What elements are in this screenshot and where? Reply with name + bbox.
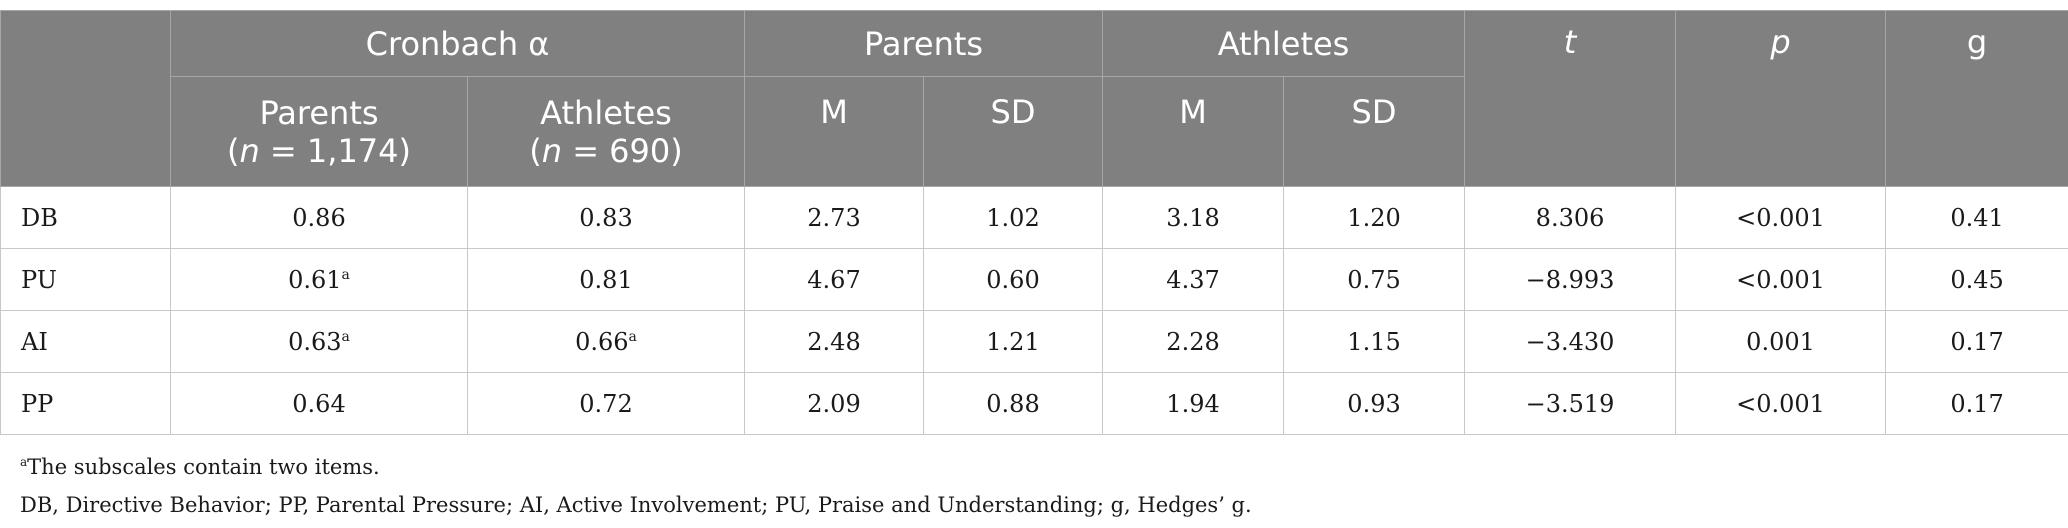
- cell-athletes-sd: 1.20: [1283, 186, 1466, 249]
- header-athletes-sd: SD: [1283, 76, 1466, 187]
- cell-p: <0.001: [1675, 186, 1887, 249]
- cell-alpha-parents: 0.61a: [170, 248, 468, 311]
- cell-value: 0.72: [579, 389, 633, 418]
- cell-parents-sd: 1.02: [922, 186, 1104, 249]
- cell-g: 0.41: [1885, 186, 2068, 249]
- header-row-1: Cronbach α Parents Athletes t p g: [0, 10, 2068, 187]
- cell-alpha-athletes: 0.72: [467, 372, 745, 435]
- header-p: p: [1675, 10, 1887, 187]
- cell-alpha-athletes: 0.81: [467, 248, 745, 311]
- cell-athletes-m: 3.18: [1102, 186, 1285, 249]
- cell-value: 0.83: [579, 203, 633, 232]
- header-athletes-group: Athletes: [1102, 10, 1466, 77]
- cell-alpha-parents: 0.64: [170, 372, 468, 435]
- cell-value: 0.61: [288, 265, 342, 294]
- cell-value: 0.63: [288, 327, 342, 356]
- cell-t: −3.519: [1464, 372, 1677, 435]
- row-label: DB: [0, 186, 171, 249]
- header-alpha-athletes-n-value: = 690): [562, 131, 683, 170]
- table-row-ai: AI 0.63a 0.66a 2.48 1.21 2.28 1.15 −3.43…: [0, 310, 2068, 373]
- abbreviations-note: DB, Directive Behavior; PP, Parental Pre…: [20, 493, 1252, 517]
- table-row-pu: PU 0.61a 0.81 4.67 0.60 4.37 0.75 −8.993…: [0, 248, 2068, 311]
- cell-value: 0.64: [292, 389, 346, 418]
- cell-athletes-m: 4.37: [1102, 248, 1285, 311]
- header-alpha-parents: Parents (n = 1,174): [170, 76, 468, 187]
- cell-g: 0.45: [1885, 248, 2068, 311]
- cell-parents-sd: 1.21: [922, 310, 1104, 373]
- cell-alpha-parents: 0.86: [170, 186, 468, 249]
- table-header: Cronbach α Parents Athletes t p g Parent…: [0, 10, 2068, 187]
- header-athletes-m: M: [1102, 76, 1285, 187]
- cell-parents-m: 2.09: [744, 372, 924, 435]
- header-alpha-parents-label: Parents: [259, 93, 379, 132]
- table-notes: aThe subscales contain two items. DB, Di…: [20, 448, 2040, 524]
- table-row-pp: PP 0.64 0.72 2.09 0.88 1.94 0.93 −3.519 …: [0, 372, 2068, 435]
- header-alpha-athletes-label: Athletes: [540, 93, 672, 132]
- cell-p: 0.001: [1675, 310, 1887, 373]
- header-alpha-parents-n-value: = 1,174): [259, 131, 411, 170]
- results-table: Cronbach α Parents Athletes t p g Parent…: [0, 10, 2068, 435]
- cell-athletes-m: 1.94: [1102, 372, 1285, 435]
- footnote: aThe subscales contain two items.: [20, 448, 2040, 486]
- header-alpha-parents-n-var: n: [239, 131, 260, 170]
- cell-t: −3.430: [1464, 310, 1677, 373]
- cell-athletes-sd: 0.93: [1283, 372, 1466, 435]
- footnote-mark: a: [341, 328, 350, 345]
- header-alpha-athletes: Athletes (n = 690): [467, 76, 745, 187]
- cell-g: 0.17: [1885, 372, 2068, 435]
- row-label: PP: [0, 372, 171, 435]
- footnote-mark: a: [628, 328, 637, 345]
- footnote-text: The subscales contain two items.: [27, 455, 380, 479]
- cell-t: −8.993: [1464, 248, 1677, 311]
- cell-p: <0.001: [1675, 372, 1887, 435]
- cell-athletes-sd: 1.15: [1283, 310, 1466, 373]
- table-row-db: DB 0.86 0.83 2.73 1.02 3.18 1.20 8.306 <…: [0, 186, 2068, 249]
- cell-alpha-athletes: 0.83: [467, 186, 745, 249]
- cell-parents-m: 2.73: [744, 186, 924, 249]
- table-body: DB 0.86 0.83 2.73 1.02 3.18 1.20 8.306 <…: [0, 186, 2068, 435]
- header-parents-m: M: [744, 76, 924, 187]
- footnote-mark: a: [20, 455, 28, 469]
- cell-parents-sd: 0.60: [922, 248, 1104, 311]
- header-corner-cell: [0, 10, 171, 187]
- header-alpha-parents-n-prefix: (: [226, 131, 240, 170]
- cell-parents-m: 4.67: [744, 248, 924, 311]
- cell-t: 8.306: [1464, 186, 1677, 249]
- cell-parents-sd: 0.88: [922, 372, 1104, 435]
- header-parents-group: Parents: [743, 10, 1104, 77]
- header-g: g: [1885, 10, 2068, 187]
- cell-g: 0.17: [1885, 310, 2068, 373]
- header-alpha-athletes-n-prefix: (: [529, 131, 542, 170]
- cell-value: 0.86: [292, 203, 346, 232]
- cell-alpha-parents: 0.63a: [170, 310, 468, 373]
- cell-p: <0.001: [1675, 248, 1887, 311]
- cell-parents-m: 2.48: [744, 310, 924, 373]
- header-cronbach: Cronbach α: [170, 10, 745, 77]
- cell-athletes-sd: 0.75: [1283, 248, 1466, 311]
- row-label: AI: [0, 310, 171, 373]
- cell-value: 0.66: [575, 327, 629, 356]
- row-label: PU: [0, 248, 171, 311]
- header-t: t: [1464, 10, 1677, 187]
- header-row-2: Parents (n = 1,174) Athletes (n = 690) M…: [1, 76, 2068, 187]
- footnote-mark: a: [341, 266, 350, 283]
- cell-value: 0.81: [579, 265, 633, 294]
- header-alpha-athletes-n-var: n: [541, 131, 563, 170]
- cell-alpha-athletes: 0.66a: [467, 310, 745, 373]
- header-parents-sd: SD: [922, 76, 1104, 187]
- cell-athletes-m: 2.28: [1102, 310, 1285, 373]
